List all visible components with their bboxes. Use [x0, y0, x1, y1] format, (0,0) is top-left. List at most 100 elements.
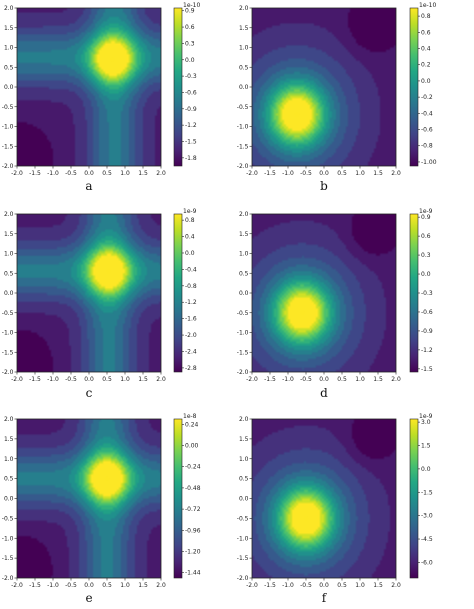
x-tick-label: -1.5 [29, 170, 41, 177]
colorbar-tick-label: -0.8 [185, 283, 197, 290]
x-tick-label: -0.5 [300, 170, 312, 177]
x-tick-label: 0.5 [337, 170, 347, 177]
panel-caption-e: e [85, 591, 92, 605]
panel-f: -2.0 -1.5 -1.0 -0.5 0.0 0.5 1.0 1.5 2.0-2.0-1.5-… [237, 413, 433, 605]
y-tick-label: 0.0 [4, 496, 14, 503]
colorbar-tick-label: 0.9 [185, 8, 195, 15]
x-tick-label: -1.5 [264, 376, 276, 383]
y-tick-label: 2.0 [239, 416, 249, 423]
x-tick-label: -2.0 [246, 582, 258, 589]
x-tick-label: 0.0 [319, 376, 329, 383]
x-tick-label: -2.0 [246, 170, 258, 177]
colorbar-tick-label: -0.48 [185, 485, 201, 492]
colorbar-tick-label: -0.3 [185, 73, 197, 80]
colorbar-tick-label: -0.6 [421, 309, 433, 316]
x-tick-label: 1.0 [120, 376, 130, 383]
y-tick-label: -1.0 [237, 124, 249, 131]
x-tick-label: 1.0 [120, 582, 130, 589]
x-tick-label: -2.0 [246, 376, 258, 383]
y-tick-label: 1.5 [4, 436, 14, 443]
colorbar-tick-label: -0.4 [185, 266, 197, 273]
colorbar-tick-label: -1.5 [421, 366, 433, 373]
x-tick-label: -1.0 [47, 170, 59, 177]
x-tick-label: 0.5 [102, 376, 112, 383]
x-tick-label: 1.5 [138, 376, 148, 383]
x-tick-label: 1.5 [373, 582, 383, 589]
colorbar-tick-label: -1.2 [185, 299, 197, 306]
colorbar-tick-label: -2.4 [185, 348, 197, 355]
x-tick-label: -0.5 [65, 376, 77, 383]
colorbar-scale-label: 1e-9 [419, 413, 433, 420]
y-tick-label: -1.5 [2, 555, 14, 562]
y-tick-label: 1.5 [4, 25, 14, 32]
x-tick-label: 1.5 [373, 170, 383, 177]
x-tick-label: -1.5 [264, 170, 276, 177]
x-tick-label: -0.5 [65, 582, 77, 589]
peak-point-b [294, 112, 300, 117]
x-tick-label: -0.5 [300, 582, 312, 589]
x-tick-label: 1.0 [120, 170, 130, 177]
colorbar-scale-label: 1e-10 [183, 2, 200, 9]
y-tick-label: -1.0 [2, 330, 14, 337]
panel-caption-d: d [320, 386, 328, 400]
heatmap-field-d [252, 214, 396, 372]
y-tick-label: -2.0 [237, 369, 249, 376]
y-tick-label: 0.5 [4, 270, 14, 277]
heatmap-field-f [252, 419, 396, 578]
colorbar-tick-label: 0.24 [185, 421, 199, 428]
x-tick-label: 1.5 [373, 376, 383, 383]
colorbar-tick-label: -0.96 [185, 527, 201, 534]
colorbar-tick-label: -1.8 [185, 155, 197, 162]
y-tick-label: -1.5 [237, 349, 249, 356]
colorbar-d [409, 213, 419, 373]
x-tick-label: 0.0 [319, 170, 329, 177]
colorbar-scale-label: 1e-9 [183, 208, 197, 215]
y-tick-label: -1.0 [237, 535, 249, 542]
y-tick-label: 1.5 [239, 25, 249, 32]
x-tick-label: 1.0 [355, 582, 365, 589]
y-tick-label: 2.0 [239, 211, 249, 218]
y-tick-label: -0.5 [237, 310, 249, 317]
x-tick-label: -1.0 [47, 376, 59, 383]
panel-caption-c: c [86, 386, 93, 400]
colorbar-tick-label: 1.5 [421, 443, 431, 450]
y-tick-label: -0.5 [2, 310, 14, 317]
colorbar-tick-label: -1.2 [421, 347, 433, 354]
y-tick-label: 0.5 [239, 476, 249, 483]
colorbar-tick-label: -1.00 [421, 159, 437, 166]
colorbar-tick-label: -1.5 [421, 489, 433, 496]
y-tick-label: -1.5 [2, 349, 14, 356]
x-tick-label: -1.5 [29, 582, 41, 589]
y-tick-label: -2.0 [2, 163, 14, 170]
x-tick-label: -1.0 [282, 376, 294, 383]
peak-point-f [303, 516, 309, 521]
x-tick-label: 2.0 [391, 376, 401, 383]
peak-point-e [104, 476, 110, 481]
colorbar-tick-label: -1.20 [185, 549, 201, 556]
x-tick-label: 0.0 [319, 582, 329, 589]
y-tick-label: 1.5 [239, 231, 249, 238]
x-tick-label: -2.0 [11, 170, 23, 177]
y-tick-label: -0.5 [2, 515, 14, 522]
colorbar-a [173, 7, 183, 167]
y-tick-label: -1.5 [237, 555, 249, 562]
colorbar-tick-label: -2.8 [185, 365, 197, 372]
x-tick-label: 1.5 [138, 582, 148, 589]
y-tick-label: 0.0 [4, 290, 14, 297]
colorbar-tick-label: -0.6 [185, 89, 197, 96]
x-tick-label: 0.5 [102, 170, 112, 177]
colorbar-tick-label: 0.0 [421, 271, 431, 278]
y-tick-label: 0.0 [239, 496, 249, 503]
colorbar-tick-label: 0.6 [421, 29, 431, 36]
colorbar-tick-label: 0.0 [421, 78, 431, 85]
colorbar-tick-label: 0.6 [185, 24, 195, 31]
y-tick-label: 2.0 [4, 416, 14, 423]
panel-d: -2.0 -1.5 -1.0 -0.5 0.0 0.5 1.0 1.5 2.0-2.0-1.5-… [237, 208, 433, 400]
y-tick-label: 2.0 [4, 211, 14, 218]
colorbar-tick-label: -0.8 [421, 143, 433, 150]
colorbar-tick-label: 0.3 [421, 252, 431, 259]
panel-a: -2.0 -1.5 -1.0 -0.5 0.0 0.5 1.0 1.5 2.0-2.0-1.5-… [2, 2, 201, 193]
colorbar-scale-label: 1e-8 [183, 413, 197, 420]
x-tick-label: 2.0 [156, 170, 166, 177]
